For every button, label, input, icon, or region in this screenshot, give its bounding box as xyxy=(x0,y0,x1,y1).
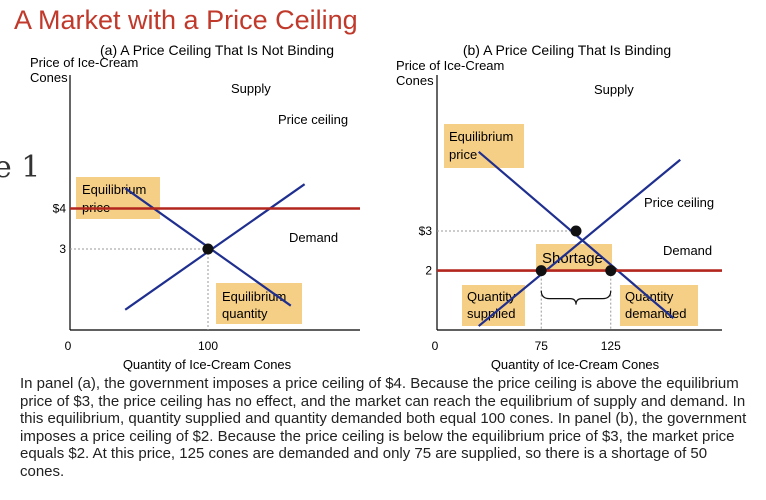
panel-b-xlabel: Quantity of Ice-Cream Cones xyxy=(491,357,660,372)
panel-b-demand-label: Demand xyxy=(663,243,712,258)
slide-title: A Market with a Price Ceiling xyxy=(14,5,358,35)
panel-b-shortage-label: Shortage xyxy=(542,250,603,267)
panel-b-ylabel-line1: Price of Ice-Cream xyxy=(396,58,504,73)
panel-a-eq-price-box: Equilibrium price xyxy=(76,177,160,219)
panel-b-qty-demanded-box: Quantity demanded xyxy=(620,285,698,326)
charts-canvas: (a) A Price Ceiling That Is Not Binding … xyxy=(30,42,722,372)
panel-a: (a) A Price Ceiling That Is Not Binding … xyxy=(30,42,360,372)
panel-b-x-tick-75: 75 xyxy=(535,339,549,353)
panel-b-qty-supplied-line2: supplied xyxy=(467,306,515,321)
panel-a-ceiling-label: Price ceiling xyxy=(278,112,348,127)
panel-a-xlabel: Quantity of Ice-Cream Cones xyxy=(123,357,292,372)
panel-b-eq-price-rect xyxy=(444,124,524,168)
panel-b-y-tick-3: $3 xyxy=(419,224,433,238)
panel-a-eq-price-rect xyxy=(76,177,160,219)
panel-b-qty-demanded-line2: demanded xyxy=(625,306,686,321)
panel-a-supply-label: Supply xyxy=(231,81,271,96)
panel-a-y-tick-3: 3 xyxy=(59,242,66,256)
panel-b-qty-supplied-rect xyxy=(462,285,525,326)
panel-b-y-tick-2: 2 xyxy=(425,264,432,278)
panel-b-shortage-box: Shortage xyxy=(536,244,612,270)
panel-b-ceiling-label: Price ceiling xyxy=(644,195,714,210)
panel-a-ylabel-line1: Price of Ice-Cream xyxy=(30,55,138,70)
panel-a-eq-quantity-line2: quantity xyxy=(222,306,268,321)
panel-a-x-tick-0: 0 xyxy=(65,339,72,353)
panel-a-x-tick-100: 100 xyxy=(198,339,218,353)
panel-b-equilibrium-point xyxy=(570,225,582,237)
panel-b-supply-curve xyxy=(477,158,681,327)
panel-a-eq-price-line1: Equilibrium xyxy=(82,182,146,197)
panel-b-eq-price-line2: price xyxy=(449,147,477,162)
panel-b-qty-supplied-box: Quantity supplied xyxy=(462,285,525,326)
panel-b-x-tick-125: 125 xyxy=(601,339,621,353)
panel-a-demand-label: Demand xyxy=(289,230,338,245)
panel-b-shortage-brace xyxy=(540,290,612,305)
panel-a-title: (a) A Price Ceiling That Is Not Binding xyxy=(100,42,334,58)
panel-b-x-tick-0: 0 xyxy=(432,339,439,353)
panel-b-eq-price-line1: Equilibrium xyxy=(449,129,513,144)
panel-a-ylabel-line2: Cones xyxy=(30,70,68,85)
panel-a-eq-quantity-line1: Equilibrium xyxy=(222,289,286,304)
caption-text: In panel (a), the government imposes a p… xyxy=(20,375,747,480)
panel-a-y-tick-4: $4 xyxy=(53,202,67,216)
panel-b-ylabel-line2: Cones xyxy=(396,73,434,88)
panel-b-supplied-point xyxy=(535,265,547,277)
slide-number-fragment: e 1 xyxy=(0,150,41,185)
panel-a-equilibrium-point xyxy=(202,243,214,255)
panel-b-qty-supplied-line1: Quantity xyxy=(467,289,516,304)
panel-b-eq-price-box: Equilibrium price xyxy=(444,124,524,168)
panel-a-supply-curve xyxy=(124,183,306,311)
panel-a-ylabel: Price of Ice-Cream Cones xyxy=(30,55,138,85)
panel-b-demanded-point xyxy=(605,265,617,277)
panel-b-ylabel: Price of Ice-Cream Cones xyxy=(396,58,504,88)
panel-b: (b) A Price Ceiling That Is Binding Pric… xyxy=(396,42,722,372)
panel-b-supply-label: Supply xyxy=(594,82,634,97)
panel-b-title: (b) A Price Ceiling That Is Binding xyxy=(463,42,671,58)
